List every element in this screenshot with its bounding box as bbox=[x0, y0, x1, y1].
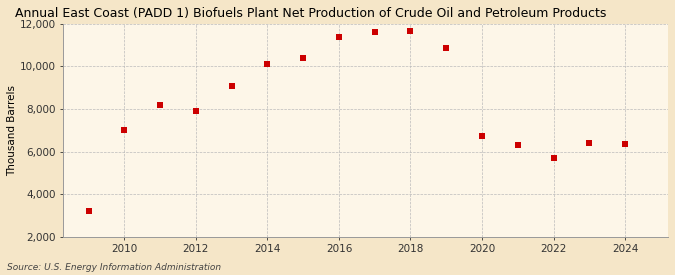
Point bbox=[584, 141, 595, 145]
Text: Annual East Coast (PADD 1) Biofuels Plant Net Production of Crude Oil and Petrol: Annual East Coast (PADD 1) Biofuels Plan… bbox=[15, 7, 607, 20]
Point bbox=[83, 209, 94, 213]
Point bbox=[512, 143, 523, 147]
Y-axis label: Thousand Barrels: Thousand Barrels bbox=[7, 85, 17, 176]
Point bbox=[333, 34, 344, 39]
Point bbox=[441, 46, 452, 51]
Point bbox=[226, 83, 237, 88]
Text: Source: U.S. Energy Information Administration: Source: U.S. Energy Information Administ… bbox=[7, 263, 221, 272]
Point bbox=[190, 109, 201, 113]
Point bbox=[548, 156, 559, 160]
Point bbox=[155, 103, 165, 107]
Point bbox=[477, 133, 487, 138]
Point bbox=[298, 56, 308, 60]
Point bbox=[620, 142, 630, 146]
Point bbox=[262, 62, 273, 67]
Point bbox=[405, 29, 416, 34]
Point bbox=[119, 128, 130, 133]
Point bbox=[369, 30, 380, 35]
